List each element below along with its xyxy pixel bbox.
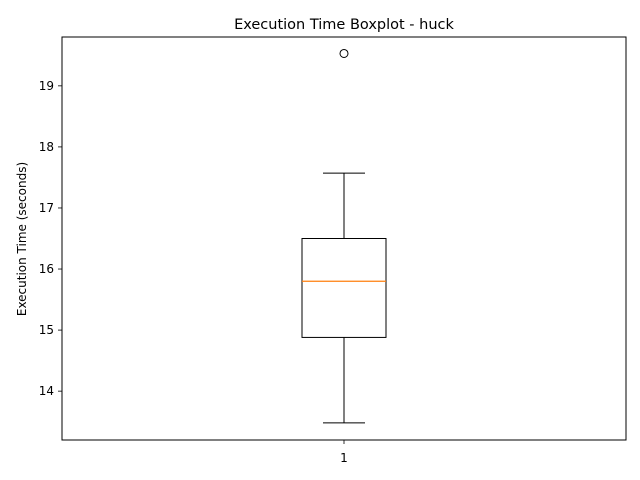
y-tick-label: 17	[39, 201, 54, 215]
chart-title: Execution Time Boxplot - huck	[234, 17, 454, 33]
y-tick-label: 14	[39, 384, 54, 398]
y-axis-label: Execution Time (seconds)	[15, 162, 29, 316]
interquartile-box	[301, 238, 387, 338]
y-tick-label: 15	[39, 323, 54, 337]
outlier-point	[339, 48, 349, 58]
y-tick-label: 19	[39, 79, 54, 93]
plot-frame	[61, 36, 627, 441]
y-tick-label: 16	[39, 262, 54, 276]
y-tick-label: 18	[39, 140, 54, 154]
plot-area: 14 15 16 17 18 19 1	[39, 48, 387, 465]
x-tick-label: 1	[340, 451, 348, 465]
